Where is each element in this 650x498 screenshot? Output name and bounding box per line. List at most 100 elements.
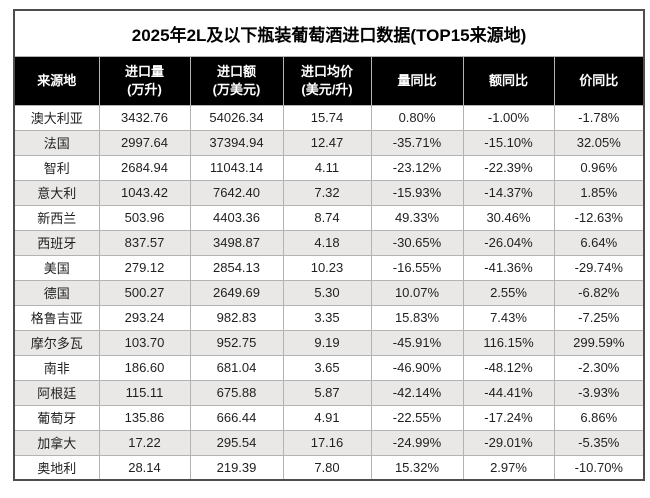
value-cell: 28.14 [98, 454, 191, 481]
page-title: 2025年2L及以下瓶装葡萄酒进口数据(TOP15来源地) [13, 9, 645, 57]
value-cell: 3432.76 [98, 104, 191, 131]
value-cell: -15.93% [370, 179, 464, 206]
table-row: 新西兰 503.96 4403.36 8.74 49.33% 30.46% -12.63% [13, 204, 645, 231]
value-cell: -14.37% [462, 179, 555, 206]
col-header-origin: 来源地 [13, 55, 100, 106]
value-cell: 15.32% [370, 454, 464, 481]
origin-cell: 澳大利亚 [13, 104, 100, 131]
value-cell: -46.90% [370, 354, 464, 381]
value-cell: 10.07% [370, 279, 464, 306]
value-cell: -1.78% [553, 104, 645, 131]
origin-cell: 西班牙 [13, 229, 100, 256]
value-cell: 299.59% [553, 329, 645, 356]
value-cell: -22.39% [462, 154, 555, 181]
table-row: 德国 500.27 2649.69 5.30 10.07% 2.55% -6.82% [13, 279, 645, 306]
value-cell: 500.27 [98, 279, 191, 306]
origin-cell: 南非 [13, 354, 100, 381]
col-header-volume-yoy: 量同比 [370, 55, 464, 106]
value-cell: 15.83% [370, 304, 464, 331]
origin-cell: 智利 [13, 154, 100, 181]
value-cell: -6.82% [553, 279, 645, 306]
value-cell: -10.70% [553, 454, 645, 481]
value-cell: 103.70 [98, 329, 191, 356]
value-cell: 4.91 [282, 404, 372, 431]
value-cell: -42.14% [370, 379, 464, 406]
value-cell: 7.80 [282, 454, 372, 481]
col-header-import-value-unit: (万美元) [212, 81, 261, 97]
value-cell: 952.75 [189, 329, 284, 356]
table-row: 摩尔多瓦 103.70 952.75 9.19 -45.91% 116.15% 299.59… [13, 329, 645, 356]
value-cell: 37394.94 [189, 129, 284, 156]
value-cell: 4.18 [282, 229, 372, 256]
value-cell: -5.35% [553, 429, 645, 456]
value-cell: -48.12% [462, 354, 555, 381]
table-body: 澳大利亚 3432.76 54026.34 15.74 0.80% -1.00% -1.78… [13, 104, 645, 481]
value-cell: 17.16 [282, 429, 372, 456]
table-row: 格鲁吉亚 293.24 982.83 3.35 15.83% 7.43% -7.25% [13, 304, 645, 331]
value-cell: 675.88 [189, 379, 284, 406]
value-cell: -22.55% [370, 404, 464, 431]
table-row: 智利 2684.94 11043.14 4.11 -23.12% -22.39% 0.96% [13, 154, 645, 181]
value-cell: 49.33% [370, 204, 464, 231]
value-cell: 982.83 [189, 304, 284, 331]
origin-cell: 葡萄牙 [13, 404, 100, 431]
value-cell: 5.30 [282, 279, 372, 306]
header-row: 来源地 进口量 (万升) 进口额 (万美元) 进口均价 (美元/升) 量同比 额同比 [13, 55, 645, 106]
value-cell: -26.04% [462, 229, 555, 256]
origin-cell: 摩尔多瓦 [13, 329, 100, 356]
value-cell: 6.64% [553, 229, 645, 256]
value-cell: 279.12 [98, 254, 191, 281]
value-cell: 503.96 [98, 204, 191, 231]
col-header-import-value-label: 进口额 [216, 63, 256, 79]
col-header-value-yoy: 额同比 [462, 55, 555, 106]
origin-cell: 新西兰 [13, 204, 100, 231]
value-cell: 7.43% [462, 304, 555, 331]
value-cell: -29.01% [462, 429, 555, 456]
value-cell: 17.22 [98, 429, 191, 456]
value-cell: -35.71% [370, 129, 464, 156]
value-cell: 2.55% [462, 279, 555, 306]
col-header-value-yoy-label: 额同比 [488, 72, 528, 88]
value-cell: 32.05% [553, 129, 645, 156]
value-cell: -41.36% [462, 254, 555, 281]
table-row: 葡萄牙 135.86 666.44 4.91 -22.55% -17.24% 6.86% [13, 404, 645, 431]
value-cell: 8.74 [282, 204, 372, 231]
value-cell: 4403.36 [189, 204, 284, 231]
value-cell: -1.00% [462, 104, 555, 131]
value-cell: -24.99% [370, 429, 464, 456]
value-cell: 54026.34 [189, 104, 284, 131]
value-cell: 219.39 [189, 454, 284, 481]
title-row: 2025年2L及以下瓶装葡萄酒进口数据(TOP15来源地) [13, 9, 645, 57]
origin-cell: 奥地利 [13, 454, 100, 481]
value-cell: -2.30% [553, 354, 645, 381]
table-row: 加拿大 17.22 295.54 17.16 -24.99% -29.01% -5.35% [13, 429, 645, 456]
value-cell: 115.11 [98, 379, 191, 406]
value-cell: 2649.69 [189, 279, 284, 306]
value-cell: 12.47 [282, 129, 372, 156]
value-cell: 837.57 [98, 229, 191, 256]
value-cell: 2854.13 [189, 254, 284, 281]
table-row: 美国 279.12 2854.13 10.23 -16.55% -41.36% -29.74… [13, 254, 645, 281]
value-cell: 1043.42 [98, 179, 191, 206]
wine-import-table: 2025年2L及以下瓶装葡萄酒进口数据(TOP15来源地) 来源地 进口量 (万升… [13, 9, 646, 481]
table-row: 阿根廷 115.11 675.88 5.87 -42.14% -44.41% -3.93% [13, 379, 645, 406]
value-cell: -16.55% [370, 254, 464, 281]
value-cell: 11043.14 [189, 154, 284, 181]
value-cell: -3.93% [553, 379, 645, 406]
value-cell: 30.46% [462, 204, 555, 231]
value-cell: -29.74% [553, 254, 645, 281]
value-cell: 7642.40 [189, 179, 284, 206]
value-cell: -44.41% [462, 379, 555, 406]
value-cell: -30.65% [370, 229, 464, 256]
origin-cell: 美国 [13, 254, 100, 281]
value-cell: 5.87 [282, 379, 372, 406]
value-cell: 3498.87 [189, 229, 284, 256]
col-header-price-yoy-label: 价同比 [579, 72, 619, 88]
value-cell: 1.85% [553, 179, 645, 206]
value-cell: 2.97% [462, 454, 555, 481]
col-header-volume-yoy-label: 量同比 [397, 72, 437, 88]
value-cell: 116.15% [462, 329, 555, 356]
table-row: 澳大利亚 3432.76 54026.34 15.74 0.80% -1.00% -1.78… [13, 104, 645, 131]
origin-cell: 意大利 [13, 179, 100, 206]
col-header-import-volume: 进口量 (万升) [98, 55, 191, 106]
